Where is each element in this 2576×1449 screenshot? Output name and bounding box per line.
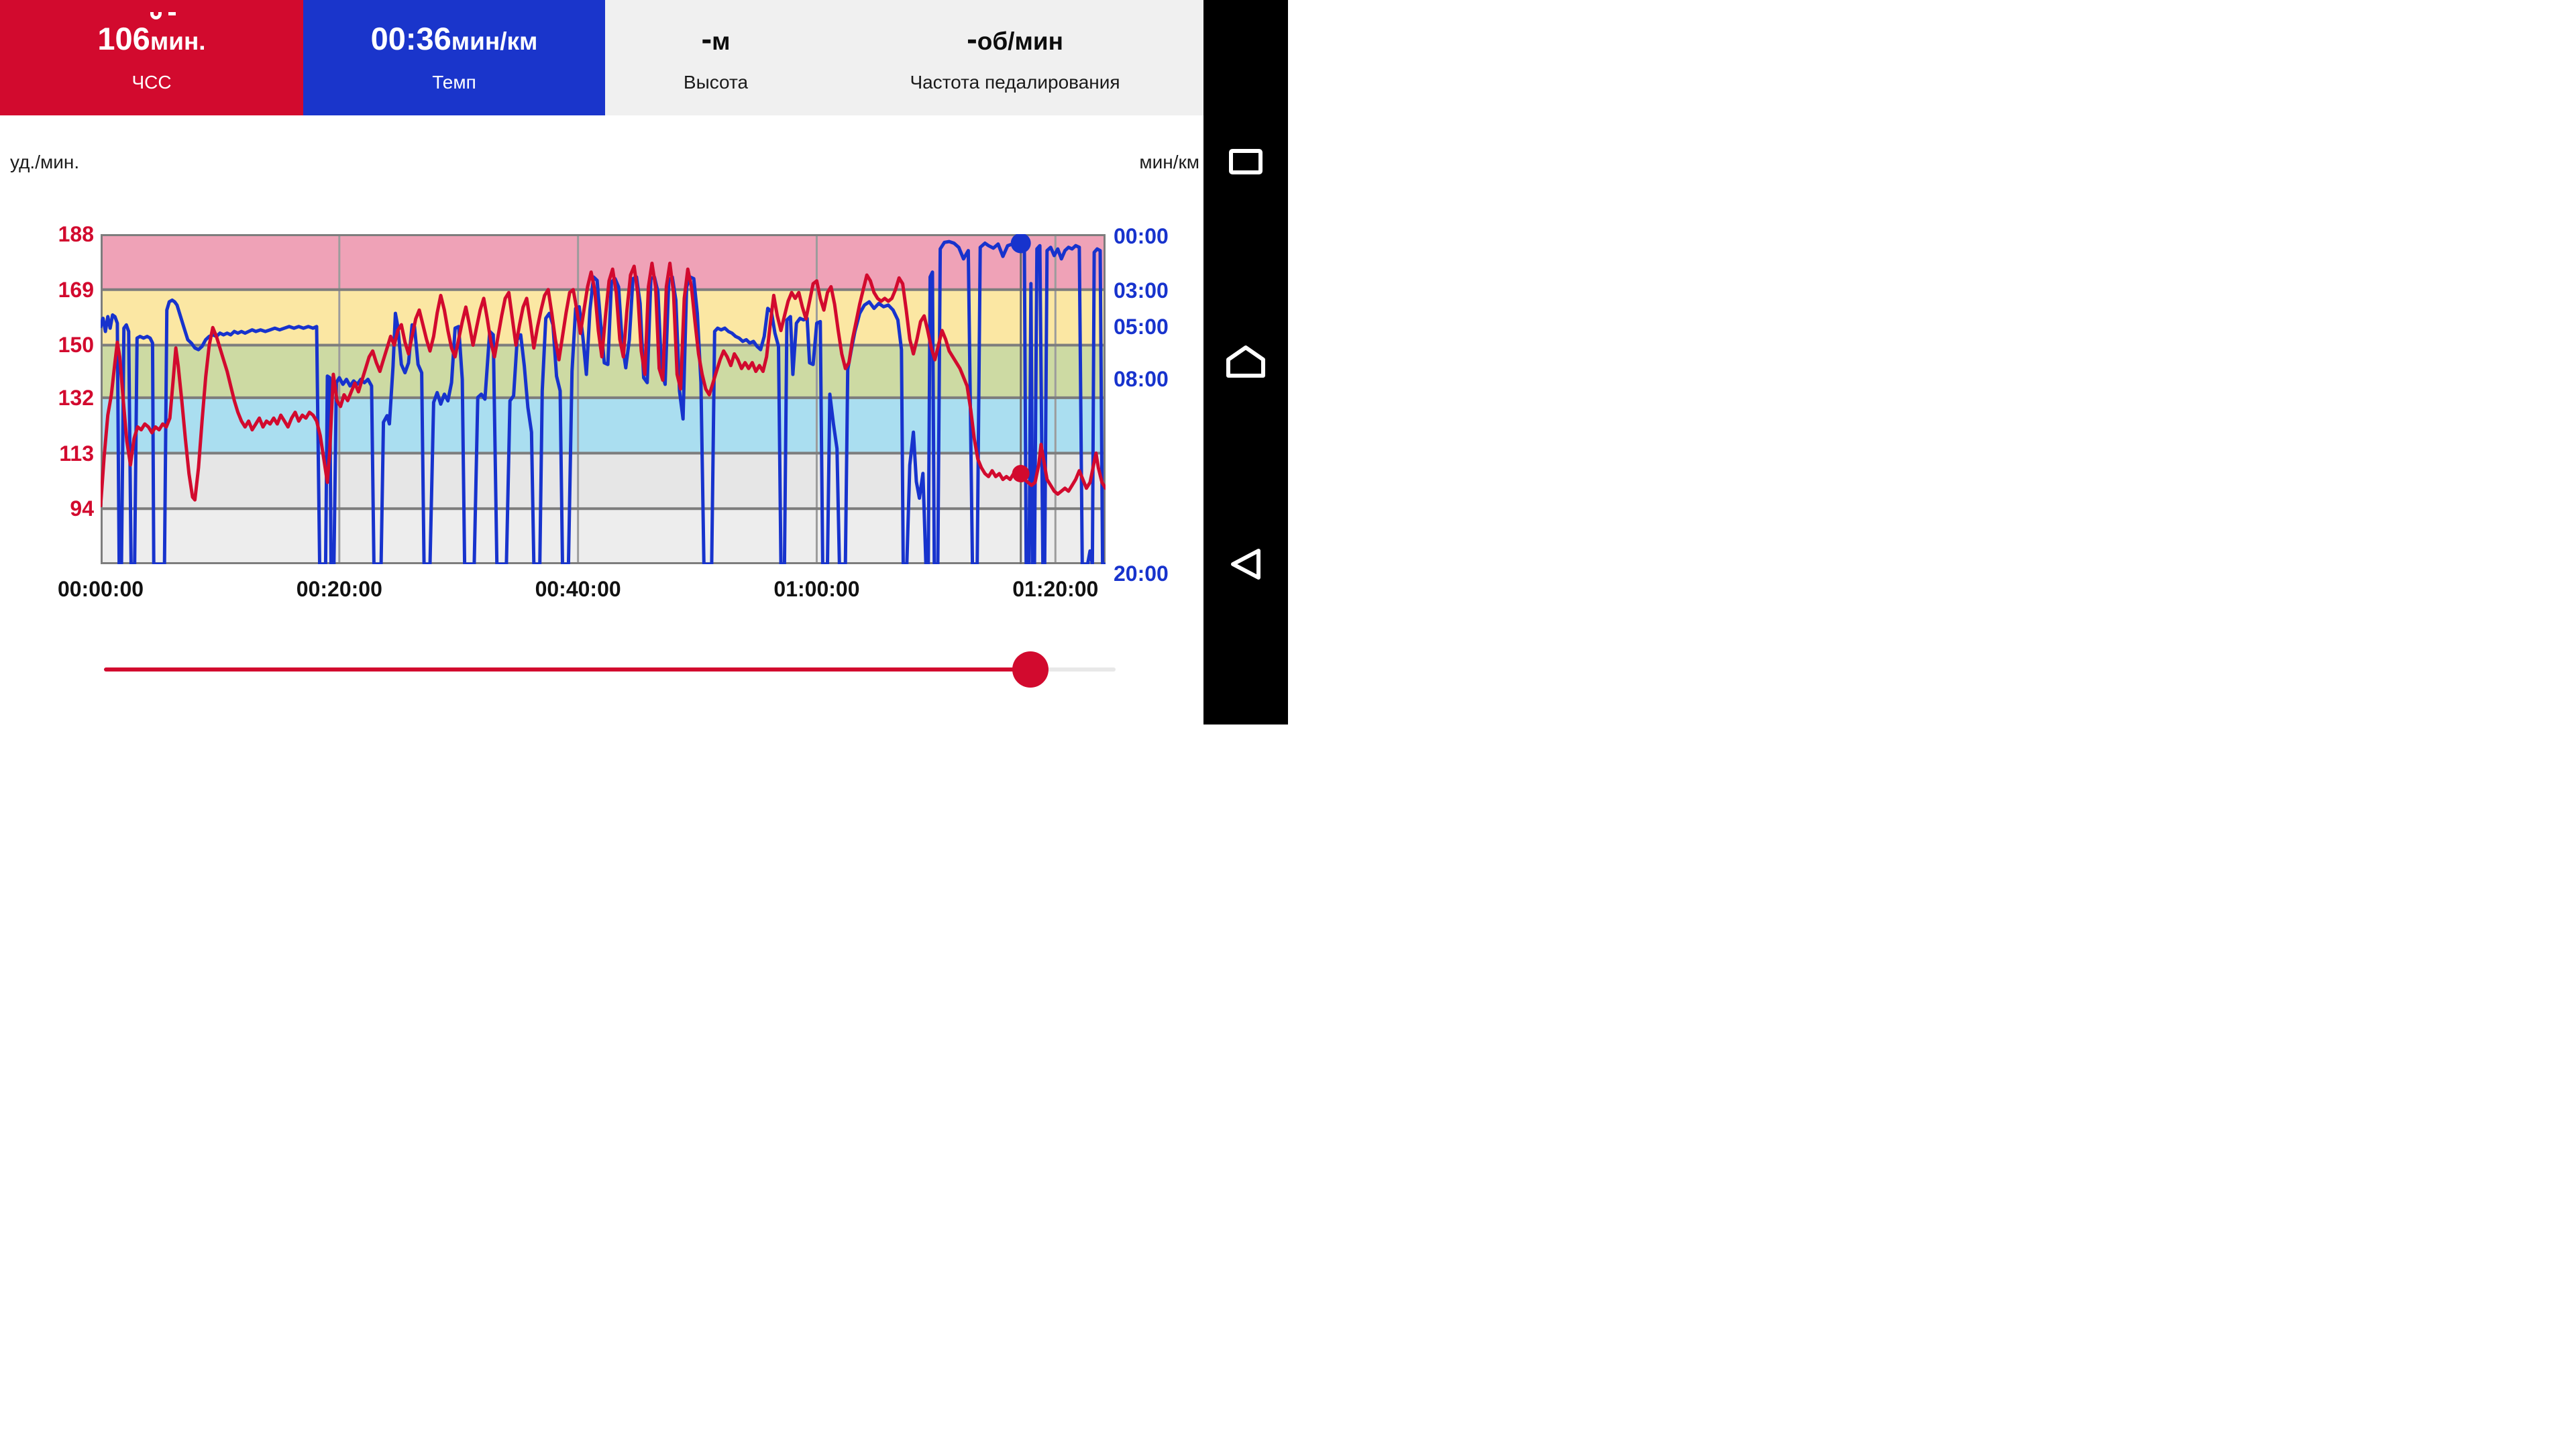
time-scrubber-track[interactable] — [104, 651, 1116, 688]
home-icon — [1226, 345, 1265, 378]
cadence-label: Частота педалирования — [910, 71, 1120, 93]
back-icon — [1231, 549, 1260, 580]
altitude-value-line: -м — [701, 23, 730, 54]
pace-axis-tick: 08:00 — [1114, 366, 1169, 391]
pace-cursor-dot — [1010, 233, 1031, 254]
home-button[interactable] — [1203, 321, 1288, 402]
tab-cadence[interactable]: -об/мин Частота педалирования — [826, 0, 1203, 115]
cadence-unit: об/мин — [977, 27, 1063, 55]
time-axis-tick: 01:00:00 — [773, 577, 860, 601]
chart-canvas[interactable] — [99, 233, 1108, 566]
altitude-value: - — [701, 20, 712, 56]
hr-zone-band — [101, 508, 1106, 564]
hr-axis-tick: 113 — [59, 441, 94, 466]
pace-axis-tick: 03:00 — [1114, 278, 1169, 303]
tab-heart-rate[interactable]: 106мин. ЧСС — [0, 0, 303, 115]
hr-axis-tick: 132 — [58, 385, 94, 410]
hr-line — [99, 262, 1108, 508]
hr-axis-tick: 94 — [70, 496, 94, 521]
metric-tabbar: 106мин. ЧСС 00:36мин/км Темп -м Высота -… — [0, 0, 1203, 115]
pace-unit: мин/км — [451, 27, 538, 55]
pace-axis-tick: 20:00 — [1114, 561, 1169, 586]
hr-zone-band — [101, 453, 1106, 509]
right-axis-unit-label: мин/км — [1139, 152, 1199, 172]
cadence-value-line: -об/мин — [967, 23, 1063, 54]
time-axis-tick: 01:20:00 — [1012, 577, 1099, 601]
time-scrubber-fill — [104, 667, 1031, 672]
tab-altitude[interactable]: -м Высота — [605, 0, 826, 115]
pace-value-line: 00:36мин/км — [371, 23, 538, 54]
recents-button[interactable] — [1203, 121, 1288, 202]
pace-label: Темп — [432, 71, 476, 93]
hr-axis-tick: 188 — [58, 222, 94, 246]
cadence-value: - — [967, 20, 977, 56]
altitude-label: Высота — [683, 71, 749, 93]
chart-border — [101, 234, 1106, 564]
activity-chart[interactable] — [99, 233, 1108, 566]
pace-axis-tick: 00:00 — [1114, 224, 1169, 249]
left-axis-unit-label: уд./мин. — [10, 152, 80, 172]
hr-axis-tick: 169 — [58, 277, 94, 302]
android-navbar — [1203, 0, 1288, 724]
hr-axis-tick: 150 — [58, 333, 94, 358]
hr-cursor-dot — [1012, 465, 1030, 483]
pace-value: 00:36 — [370, 20, 451, 56]
tab-pace[interactable]: 00:36мин/км Темп — [303, 0, 605, 115]
pace-line — [99, 239, 1108, 566]
heart-rate-label: ЧСС — [131, 71, 172, 93]
time-axis-tick: 00:20:00 — [296, 577, 382, 601]
time-scrubber-thumb[interactable] — [1012, 651, 1049, 688]
hr-zone-band — [101, 234, 1106, 290]
recents-square-icon — [1229, 149, 1263, 174]
heart-rate-value: 106 — [97, 20, 150, 56]
altitude-unit: м — [712, 27, 731, 55]
time-axis-tick: 00:00:00 — [57, 577, 144, 601]
back-button[interactable] — [1203, 524, 1288, 604]
heart-rate-value-line: 106мин. — [97, 23, 205, 54]
time-axis-tick: 00:40:00 — [535, 577, 621, 601]
heart-rate-unit: мин. — [150, 27, 206, 55]
pace-axis-tick: 05:00 — [1114, 314, 1169, 339]
